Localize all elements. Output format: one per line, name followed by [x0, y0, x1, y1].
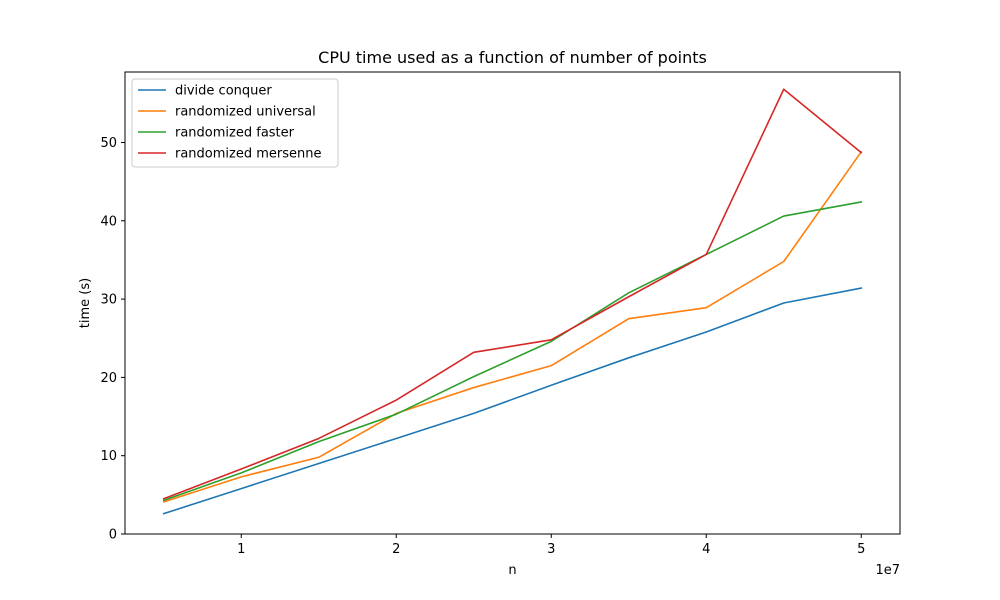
y-tick-label: 0	[109, 528, 117, 543]
y-tick-label: 30	[100, 293, 117, 308]
plot-area-frame	[124, 71, 901, 535]
series-line-2	[162, 201, 863, 502]
y-tick-label: 40	[100, 214, 117, 229]
y-axis-label: time (s)	[78, 278, 93, 328]
x-tick-label: 1	[237, 542, 245, 557]
legend-label-0: divide conquer	[175, 84, 272, 99]
x-tick-label: 5	[857, 542, 865, 557]
x-axis: 1 2 3 4 5	[237, 534, 865, 557]
series-line-0	[162, 287, 863, 515]
legend-label-3: randomized mersenne	[175, 147, 322, 162]
x-axis-label: n	[508, 563, 516, 578]
chart-title: CPU time used as a function of number of…	[318, 48, 707, 67]
x-tick-label: 4	[702, 542, 710, 557]
x-tick-label: 3	[547, 542, 555, 557]
x-tick-label: 2	[392, 542, 400, 557]
y-axis: 0 10 20 30 40 50	[100, 136, 125, 543]
series-layer	[162, 88, 863, 515]
y-tick-label: 50	[100, 136, 117, 151]
legend-label-2: randomized faster	[175, 126, 295, 141]
series-line-3	[162, 88, 863, 500]
series-line-1	[162, 150, 863, 503]
x-axis-offset-text: 1e7	[875, 563, 900, 578]
legend-label-1: randomized universal	[175, 105, 316, 120]
y-tick-label: 20	[100, 371, 117, 386]
y-tick-label: 10	[100, 449, 117, 464]
legend: divide conquer randomized universal random…	[131, 78, 339, 168]
legend-box	[131, 78, 339, 168]
